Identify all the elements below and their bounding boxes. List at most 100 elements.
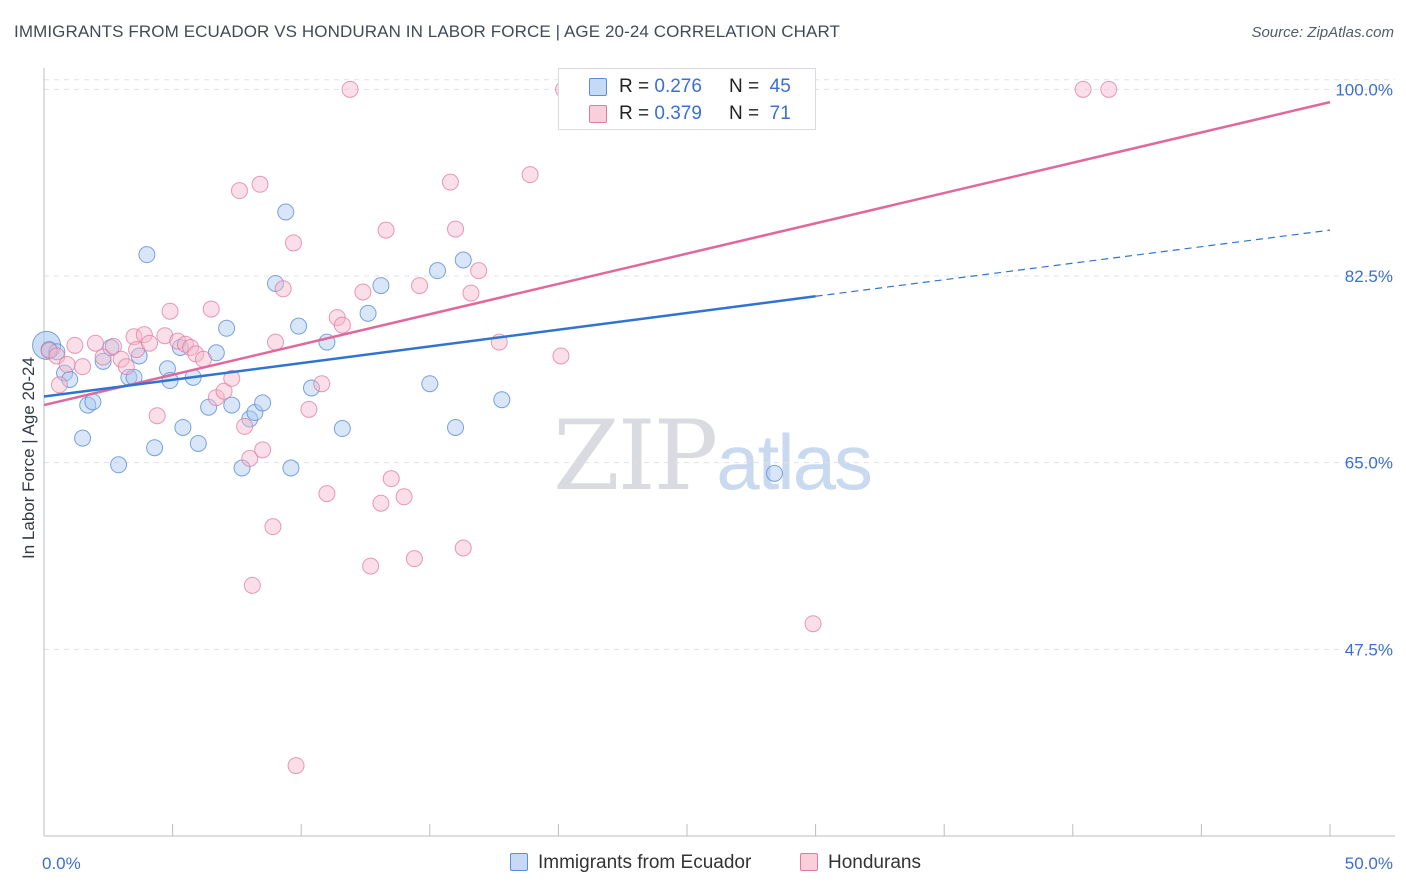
bottom-legend-honduran: Hondurans <box>800 852 921 876</box>
point-honduran <box>411 277 429 295</box>
y-tick-label: 82.5% <box>1345 267 1393 286</box>
point-honduran <box>58 356 76 374</box>
point-honduran <box>284 234 302 252</box>
point-honduran <box>241 449 259 467</box>
correlation-legend: R = 0.276 N = 45 R = 0.379 N = 71 <box>558 68 816 130</box>
point-ecuador <box>223 396 241 414</box>
watermark-zip: ZIP <box>553 400 718 512</box>
point-honduran <box>264 518 282 536</box>
point-honduran <box>287 757 305 775</box>
point-honduran <box>125 328 143 346</box>
point-ecuador <box>333 420 351 438</box>
tick-labels: 47.5% 65.0% 82.5% 100.0% 0.0% 50.0% <box>42 80 1393 873</box>
point-honduran <box>454 539 472 557</box>
series-ecuador-points <box>32 203 783 482</box>
point-ecuador <box>765 464 783 482</box>
point-honduran <box>254 441 272 459</box>
point-ecuador <box>189 434 207 452</box>
point-honduran <box>50 376 68 394</box>
point-honduran <box>104 337 122 355</box>
point-ecuador <box>421 375 439 393</box>
legend-swatch-ecuador <box>589 78 607 96</box>
point-ecuador <box>32 330 62 360</box>
point-ecuador <box>146 439 164 457</box>
point-honduran <box>230 182 248 200</box>
point-honduran <box>274 280 292 298</box>
point-ecuador <box>454 251 472 269</box>
x-tick-label-start: 0.0% <box>42 854 81 873</box>
legend-r-ecuador: R = 0.276 <box>619 76 702 97</box>
point-ecuador <box>174 418 192 436</box>
bottom-legend-label-ecuador: Immigrants from Ecuador <box>538 852 752 873</box>
point-honduran <box>140 334 158 352</box>
point-ecuador <box>110 456 128 474</box>
point-honduran <box>1074 80 1092 98</box>
trend-line-ecuador-extension <box>815 229 1331 297</box>
point-honduran <box>377 221 395 239</box>
point-honduran <box>74 358 92 376</box>
chart-title: IMMIGRANTS FROM ECUADOR VS HONDURAN IN L… <box>14 22 841 41</box>
point-honduran <box>313 375 331 393</box>
series-honduran-points <box>40 80 1118 775</box>
point-honduran <box>251 175 269 193</box>
point-ecuador <box>429 262 447 280</box>
point-ecuador <box>290 317 308 335</box>
y-tick-label: 47.5% <box>1345 640 1393 659</box>
bottom-legend-label-honduran: Hondurans <box>828 852 921 873</box>
y-tick-label: 100.0% <box>1335 80 1393 99</box>
watermark: ZIPatlas <box>553 400 873 512</box>
y-tick-label: 65.0% <box>1345 454 1393 473</box>
point-honduran <box>405 550 423 568</box>
point-honduran <box>194 350 212 368</box>
trend-line-honduran <box>43 100 1331 407</box>
trend-line-ecuador <box>43 295 816 398</box>
point-ecuador <box>493 391 511 409</box>
point-ecuador <box>218 319 236 337</box>
grid-lines <box>44 79 1395 650</box>
bottom-legend-swatch-honduran <box>800 853 818 871</box>
legend-swatch-honduran <box>589 105 607 123</box>
point-honduran <box>94 348 112 366</box>
point-honduran <box>236 417 254 435</box>
point-honduran <box>804 615 822 633</box>
legend-n-honduran: N = 71 <box>729 103 791 124</box>
point-honduran <box>202 300 220 318</box>
point-ecuador <box>138 246 156 264</box>
point-honduran <box>117 358 135 376</box>
point-honduran <box>341 80 359 98</box>
point-honduran <box>441 173 459 191</box>
point-ecuador <box>74 429 92 447</box>
point-ecuador <box>254 394 272 412</box>
point-ecuador <box>372 277 390 295</box>
point-honduran <box>447 220 465 238</box>
legend-n-ecuador: N = 45 <box>729 76 791 97</box>
point-honduran <box>66 336 84 354</box>
point-honduran <box>223 369 241 387</box>
point-honduran <box>333 316 351 334</box>
watermark-atlas: atlas <box>716 418 873 506</box>
point-honduran <box>215 382 233 400</box>
point-ecuador <box>84 393 102 411</box>
point-honduran <box>362 557 380 575</box>
point-ecuador <box>79 396 97 414</box>
source-credit: Source: ZipAtlas.com <box>1251 24 1394 41</box>
point-honduran <box>148 407 166 425</box>
point-honduran <box>395 488 413 506</box>
point-honduran <box>1100 80 1118 98</box>
point-honduran <box>300 400 318 418</box>
point-honduran <box>354 283 372 301</box>
legend-r-honduran: R = 0.379 <box>619 103 702 124</box>
point-ecuador <box>282 459 300 477</box>
point-honduran <box>243 576 261 594</box>
point-honduran <box>552 347 570 365</box>
point-ecuador <box>447 418 465 436</box>
x-tick-label-end: 50.0% <box>1345 854 1393 873</box>
point-honduran <box>382 470 400 488</box>
bottom-legend-ecuador: Immigrants from Ecuador <box>510 852 751 876</box>
point-honduran <box>470 262 488 280</box>
point-honduran <box>161 302 179 320</box>
point-ecuador <box>61 370 79 388</box>
point-honduran <box>462 284 480 302</box>
point-honduran <box>521 166 539 184</box>
point-ecuador <box>277 203 295 221</box>
